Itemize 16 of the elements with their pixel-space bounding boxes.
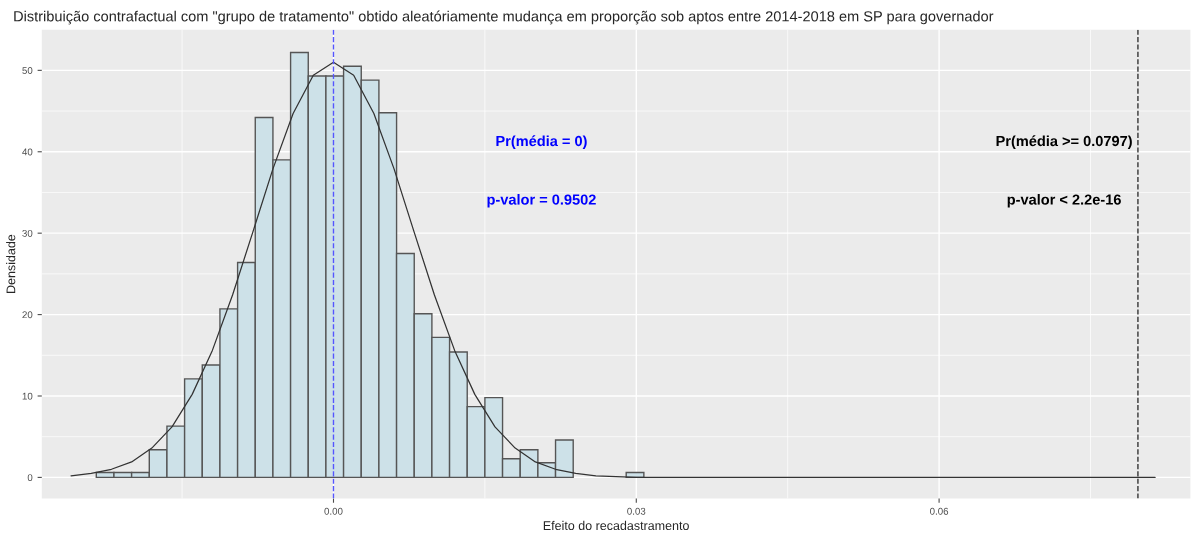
y-tick-label: 30	[22, 229, 33, 237]
annotation: p-valor = 0.9502	[487, 194, 596, 208]
y-tick-label: 20	[22, 311, 33, 319]
y-tick-label: 10	[22, 392, 33, 400]
annotation: p-valor < 2.2e-16	[1007, 194, 1121, 208]
x-tick-label: 0.06	[930, 507, 949, 515]
y-tick-label: 0	[27, 474, 33, 482]
x-tick-label: 0.00	[324, 507, 343, 515]
y-axis-title: Densidade	[6, 234, 16, 293]
annotation: Pr(média >= 0.0797)	[996, 135, 1132, 150]
x-axis-title: Efeito do recadastramento	[543, 520, 689, 531]
chart-title: Distribuição contrafactual com "grupo de tratamento" obtido aleatóriamente mudança em proporção sob aptos entre 2014-2018 em SP para governador	[14, 10, 994, 25]
annotation: Pr(média = 0)	[496, 135, 587, 150]
y-tick-label: 40	[22, 148, 33, 156]
y-tick-label: 50	[22, 67, 33, 74]
x-tick-label: 0.03	[627, 507, 646, 515]
